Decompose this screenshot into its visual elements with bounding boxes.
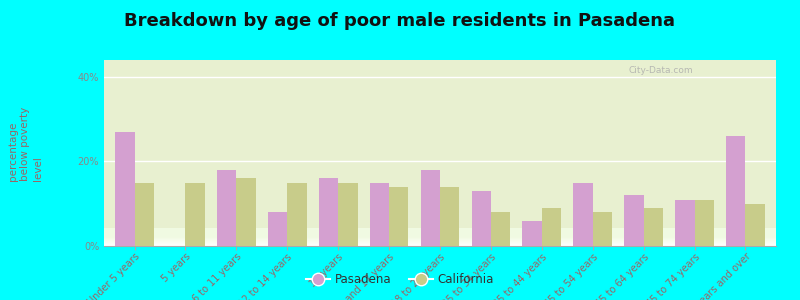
Bar xyxy=(624,195,644,246)
Legend: Pasadena, California: Pasadena, California xyxy=(302,269,498,291)
Bar xyxy=(104,229,776,238)
Bar xyxy=(471,191,491,246)
Text: percentage
below poverty
level: percentage below poverty level xyxy=(8,107,43,181)
Text: City-Data.com: City-Data.com xyxy=(628,66,693,75)
Bar xyxy=(104,232,776,241)
Bar xyxy=(104,235,776,244)
Bar xyxy=(104,233,776,243)
Bar xyxy=(104,235,776,244)
Bar xyxy=(104,231,776,240)
Bar xyxy=(104,232,776,242)
Bar xyxy=(644,208,663,246)
Bar xyxy=(746,204,765,246)
Bar xyxy=(104,236,776,245)
Bar xyxy=(319,178,338,246)
Bar xyxy=(522,220,542,246)
Bar xyxy=(217,170,236,246)
Bar xyxy=(104,229,776,239)
Bar xyxy=(287,183,306,246)
Bar xyxy=(104,236,776,245)
Bar xyxy=(236,178,256,246)
Bar xyxy=(574,183,593,246)
Bar xyxy=(389,187,409,246)
Bar xyxy=(104,230,776,239)
Bar xyxy=(338,183,358,246)
Bar xyxy=(421,170,440,246)
Bar xyxy=(593,212,612,246)
Bar xyxy=(115,132,134,246)
Bar xyxy=(104,228,776,237)
Bar xyxy=(268,212,287,246)
Bar xyxy=(104,231,776,240)
Bar xyxy=(134,183,154,246)
Bar xyxy=(675,200,694,246)
Bar xyxy=(440,187,459,246)
Bar xyxy=(104,234,776,243)
Bar xyxy=(491,212,510,246)
Bar xyxy=(104,237,776,246)
Bar xyxy=(370,183,389,246)
Bar xyxy=(104,233,776,242)
Bar xyxy=(694,200,714,246)
Bar xyxy=(104,230,776,239)
Bar xyxy=(186,183,205,246)
Bar xyxy=(726,136,746,246)
Bar xyxy=(104,228,776,238)
Bar xyxy=(104,234,776,244)
Bar xyxy=(104,232,776,241)
Text: Breakdown by age of poor male residents in Pasadena: Breakdown by age of poor male residents … xyxy=(125,12,675,30)
Bar xyxy=(542,208,561,246)
